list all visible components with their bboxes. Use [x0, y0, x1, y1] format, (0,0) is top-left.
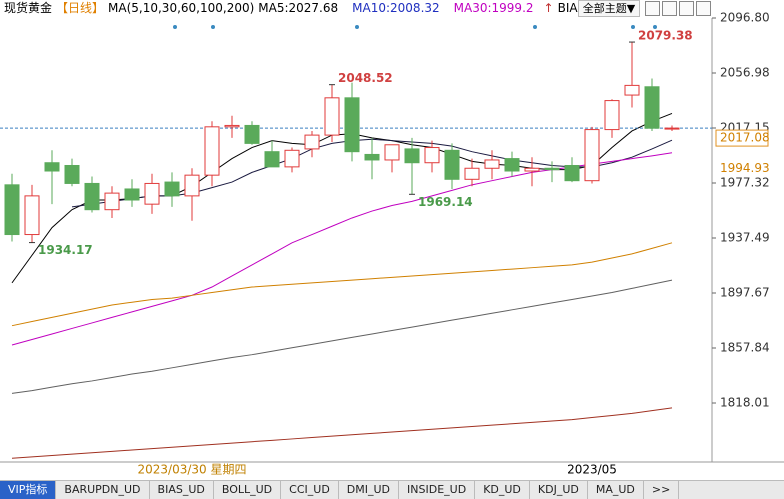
candle-body	[64, 164, 80, 184]
candle-body	[4, 184, 20, 236]
tab[interactable]: VIP指标	[0, 481, 57, 499]
candle-body	[404, 148, 420, 164]
chart: 2096.802056.982017.151977.321937.491897.…	[0, 10, 784, 477]
price-tag: 1994.93	[720, 161, 770, 175]
candle-body	[144, 182, 160, 205]
candle-body	[204, 126, 220, 176]
y-tick-label: 1857.84	[720, 341, 770, 355]
candle-body	[244, 124, 260, 144]
ma-line	[11, 279, 673, 394]
annotation: 1969.14	[418, 195, 473, 209]
candle-body	[384, 144, 400, 161]
y-tick-label: 1818.01	[720, 396, 770, 410]
candle-body	[504, 158, 520, 172]
instrument: 现货黄金	[4, 1, 53, 15]
candle-body	[84, 182, 100, 211]
x-tick-label: 2023/05	[567, 463, 617, 477]
ma-label: MA(5,10,30,60,100,200)	[108, 1, 255, 15]
candle-body	[364, 153, 380, 161]
candle-body	[224, 124, 240, 128]
tab[interactable]: INSIDE_UD	[399, 481, 476, 499]
candle-body	[264, 151, 280, 168]
candle-body	[424, 147, 440, 164]
tab[interactable]: DMI_UD	[339, 481, 400, 499]
tab[interactable]: BOLL_UD	[214, 481, 282, 499]
candle-body	[664, 127, 680, 130]
ma-value: MA5:2027.68	[258, 1, 339, 15]
ma-line	[11, 152, 673, 346]
header: 现货黄金 【日线】 MA(5,10,30,60,100,200) MA5:202…	[4, 0, 586, 17]
ma-line	[11, 407, 673, 459]
annotation: 2079.38	[638, 29, 693, 43]
tab[interactable]: BARUPDN_UD	[56, 481, 150, 499]
candle-body	[304, 134, 320, 150]
icon[interactable]	[696, 1, 711, 16]
ma-line	[11, 112, 673, 284]
price-tag: 2017.08	[720, 131, 770, 145]
candle-body	[344, 97, 360, 153]
candle-body	[564, 164, 580, 182]
price-tag-box	[715, 129, 769, 147]
annotation: 1934.17	[38, 243, 93, 257]
ma-values: MA5:2027.68 MA10:2008.32 MA30:1999.2	[258, 0, 533, 17]
candle-body	[604, 100, 620, 131]
y-tick-label: 1977.32	[720, 176, 770, 190]
candle-body	[644, 86, 660, 129]
candle-body	[624, 84, 640, 96]
icon[interactable]	[645, 1, 660, 16]
ma-value: MA30:1999.2	[453, 1, 534, 15]
event-dot	[211, 25, 215, 29]
candle-body	[484, 159, 500, 169]
tab[interactable]: >>	[644, 481, 680, 499]
icon[interactable]	[662, 1, 677, 16]
icon[interactable]	[679, 1, 694, 16]
tab[interactable]: BIAS_UD	[150, 481, 214, 499]
tab[interactable]: KDJ_UD	[530, 481, 588, 499]
event-dot	[631, 25, 635, 29]
tab[interactable]: KD_UD	[475, 481, 530, 499]
candle-body	[444, 149, 460, 180]
tab-bar: VIP指标 BARUPDN_UD BIAS_UD BOLL_UD CCI_UD DMI_U…	[0, 480, 784, 499]
candle-body	[464, 167, 480, 180]
y-tick-label: 2056.98	[720, 65, 770, 79]
candle-body	[544, 167, 560, 171]
theme-button[interactable]: 全部主题▼	[578, 0, 640, 17]
ma-line	[11, 242, 673, 327]
y-tick-label: 1897.67	[720, 286, 770, 300]
annotation: 2048.52	[338, 71, 393, 85]
candle-body	[284, 149, 300, 168]
candle-body	[44, 162, 60, 172]
candle-body	[24, 195, 40, 236]
candle-body	[584, 129, 600, 182]
event-dot	[653, 25, 657, 29]
event-dot	[355, 25, 359, 29]
tab[interactable]: MA_UD	[588, 481, 644, 499]
candle-body	[324, 97, 340, 136]
candle-body	[524, 167, 540, 172]
event-dot	[533, 25, 537, 29]
candle-body	[104, 192, 120, 211]
candle-body	[164, 181, 180, 197]
candle-body	[184, 174, 200, 197]
x-tick-label: 2023/03/30 星期四	[138, 463, 247, 477]
y-tick-label: 2096.80	[720, 10, 770, 24]
y-tick-label: 1937.49	[720, 231, 770, 245]
event-dot	[173, 25, 177, 29]
period: 【日线】	[56, 1, 105, 15]
tab[interactable]: CCI_UD	[281, 481, 339, 499]
ma-value: MA10:2008.32	[352, 1, 440, 15]
candle-body	[124, 188, 140, 201]
